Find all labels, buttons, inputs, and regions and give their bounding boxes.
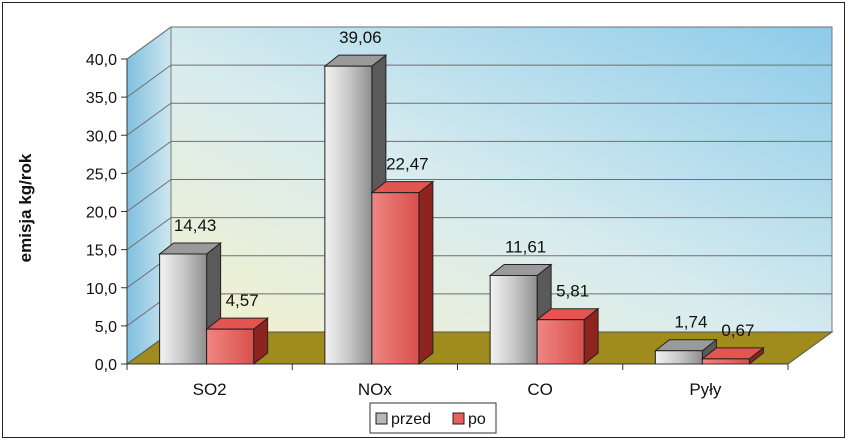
gridline <box>126 179 832 212</box>
bar-po-co: 5,81 <box>535 282 600 366</box>
legend-swatch-po <box>452 412 465 425</box>
chart-frame: 14,43 4,57 39,06 22,47 11,61 5,81 1,74 0,67 0,0… <box>2 2 845 438</box>
y-axis: 0,0 5,0 10,0 15,0 20,0 25,0 30,0 35,0 40,0 <box>86 52 128 374</box>
bar-value-label: 5,81 <box>556 282 589 301</box>
bar-po-pyły: 0,67 <box>700 321 765 366</box>
legend-swatch-przed <box>375 412 388 425</box>
bar-value-label: 14,43 <box>174 216 217 235</box>
y-tick-label: 25,0 <box>86 166 117 183</box>
y-tick-label: 15,0 <box>86 243 117 260</box>
y-tick-label: 0,0 <box>95 357 117 374</box>
bar-po-so2: 4,57 <box>205 291 270 366</box>
y-tick-label: 40,0 <box>86 52 117 69</box>
gridline <box>126 217 832 251</box>
gridline <box>126 26 832 60</box>
bar-value-label: 4,57 <box>226 291 259 310</box>
bar-front <box>324 65 373 365</box>
bar-front <box>159 253 208 365</box>
y-tick-label: 5,0 <box>95 319 117 336</box>
bar-po-nox: 22,47 <box>370 155 435 366</box>
x-tick-label: NOx <box>358 380 393 399</box>
bar-value-label: 1,74 <box>674 313 707 332</box>
bar-value-label: 11,61 <box>505 237 546 256</box>
bar-front <box>371 192 420 365</box>
x-tick-label: Pyły <box>689 380 722 399</box>
x-axis: SO2 NOx CO Pyły <box>126 363 789 399</box>
bar-value-label: 22,47 <box>386 155 429 174</box>
gridline <box>126 102 832 136</box>
bar-front <box>489 274 538 365</box>
bar-przed-pyły: 1,74 <box>653 313 718 366</box>
bar-front <box>206 328 255 365</box>
legend: przed po <box>369 402 497 434</box>
legend-box <box>369 402 497 434</box>
x-tick-label: CO <box>527 380 553 399</box>
gridline <box>126 64 832 98</box>
y-tick-label: 10,0 <box>86 281 117 298</box>
legend-label-przed: przed <box>391 411 431 428</box>
y-axis-title: emisja kg/rok <box>16 153 35 262</box>
bar-side <box>418 180 434 366</box>
legend-label-po: po <box>468 411 486 428</box>
y-tick-label: 30,0 <box>86 128 117 145</box>
bar-value-label: 39,06 <box>339 28 382 47</box>
y-tick-label: 35,0 <box>86 90 117 107</box>
bar-front <box>536 319 585 365</box>
bars: 14,43 4,57 39,06 22,47 11,61 5,81 1,74 0,67 <box>158 28 765 366</box>
bar-chart: 14,43 4,57 39,06 22,47 11,61 5,81 1,74 0,67 0,0… <box>16 26 834 434</box>
x-tick-label: SO2 <box>193 380 227 399</box>
plot-background <box>125 26 834 365</box>
gridline <box>126 140 832 174</box>
y-tick-label: 20,0 <box>86 205 117 222</box>
bar-front <box>654 350 703 365</box>
bar-value-label: 0,67 <box>721 321 754 340</box>
bar-front <box>701 358 750 365</box>
